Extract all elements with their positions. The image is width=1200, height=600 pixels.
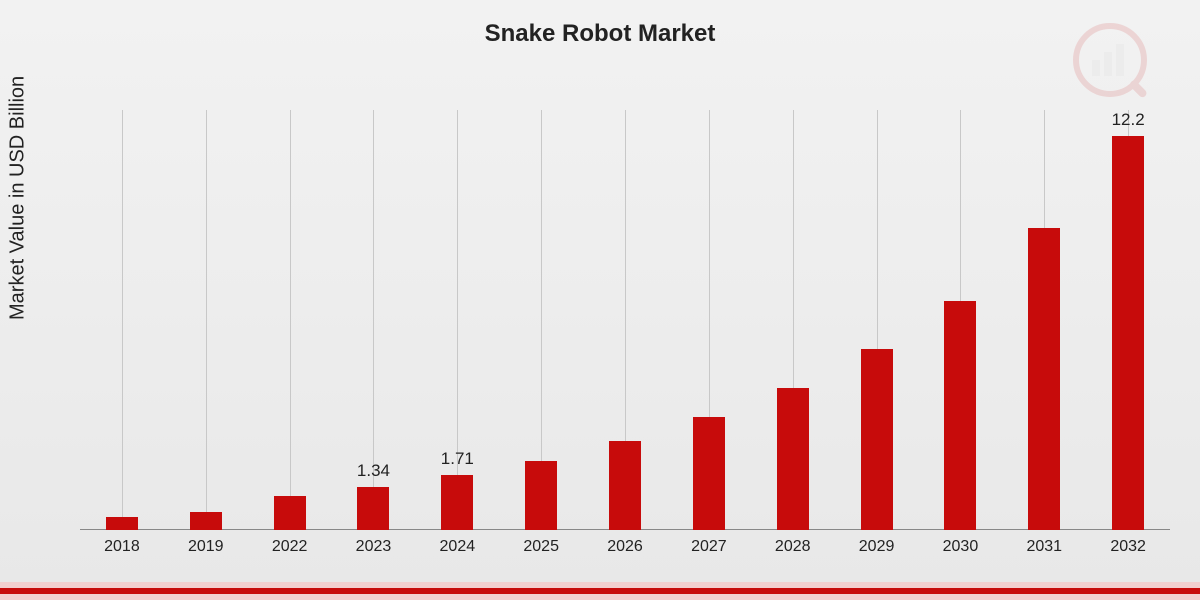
x-tick-label: 2019 bbox=[166, 538, 246, 556]
x-axis-area: 2018201920222023202420252026202720282029… bbox=[80, 530, 1170, 570]
bar-value-label: 1.71 bbox=[427, 449, 487, 469]
bar bbox=[944, 301, 976, 530]
x-tick-label: 2032 bbox=[1088, 538, 1168, 556]
bar bbox=[609, 441, 641, 530]
gridline bbox=[206, 110, 207, 530]
bar bbox=[693, 417, 725, 530]
x-tick-label: 2030 bbox=[920, 538, 1000, 556]
x-tick-label: 2022 bbox=[250, 538, 330, 556]
x-tick-label: 2024 bbox=[417, 538, 497, 556]
gridline bbox=[290, 110, 291, 530]
bar bbox=[357, 487, 389, 530]
bar-value-label: 12.2 bbox=[1098, 110, 1158, 130]
bar bbox=[106, 517, 138, 530]
bar bbox=[861, 349, 893, 530]
bar bbox=[190, 512, 222, 530]
x-tick-label: 2027 bbox=[669, 538, 749, 556]
x-tick-label: 2026 bbox=[585, 538, 665, 556]
bar bbox=[777, 388, 809, 530]
bar bbox=[274, 496, 306, 530]
x-tick-label: 2025 bbox=[501, 538, 581, 556]
chart-title: Snake Robot Market bbox=[0, 20, 1200, 48]
gridline bbox=[122, 110, 123, 530]
bar bbox=[1028, 228, 1060, 530]
chart-container: Snake Robot Market Market Value in USD B… bbox=[0, 0, 1200, 600]
footer-strip-inner bbox=[0, 588, 1200, 594]
watermark-logo bbox=[1060, 20, 1170, 105]
x-tick-label: 2029 bbox=[837, 538, 917, 556]
x-tick-label: 2028 bbox=[753, 538, 833, 556]
x-tick-label: 2023 bbox=[333, 538, 413, 556]
footer-strip-outer bbox=[0, 582, 1200, 600]
bar bbox=[1112, 136, 1144, 530]
x-tick-label: 2018 bbox=[82, 538, 162, 556]
bar bbox=[525, 461, 557, 530]
plot-area: 1.34 1.71 12.2 bbox=[80, 110, 1170, 530]
bar-value-label: 1.34 bbox=[343, 461, 403, 481]
x-tick-label: 2031 bbox=[1004, 538, 1084, 556]
y-axis-label: Market Value in USD Billion bbox=[7, 76, 30, 320]
bar bbox=[441, 475, 473, 530]
